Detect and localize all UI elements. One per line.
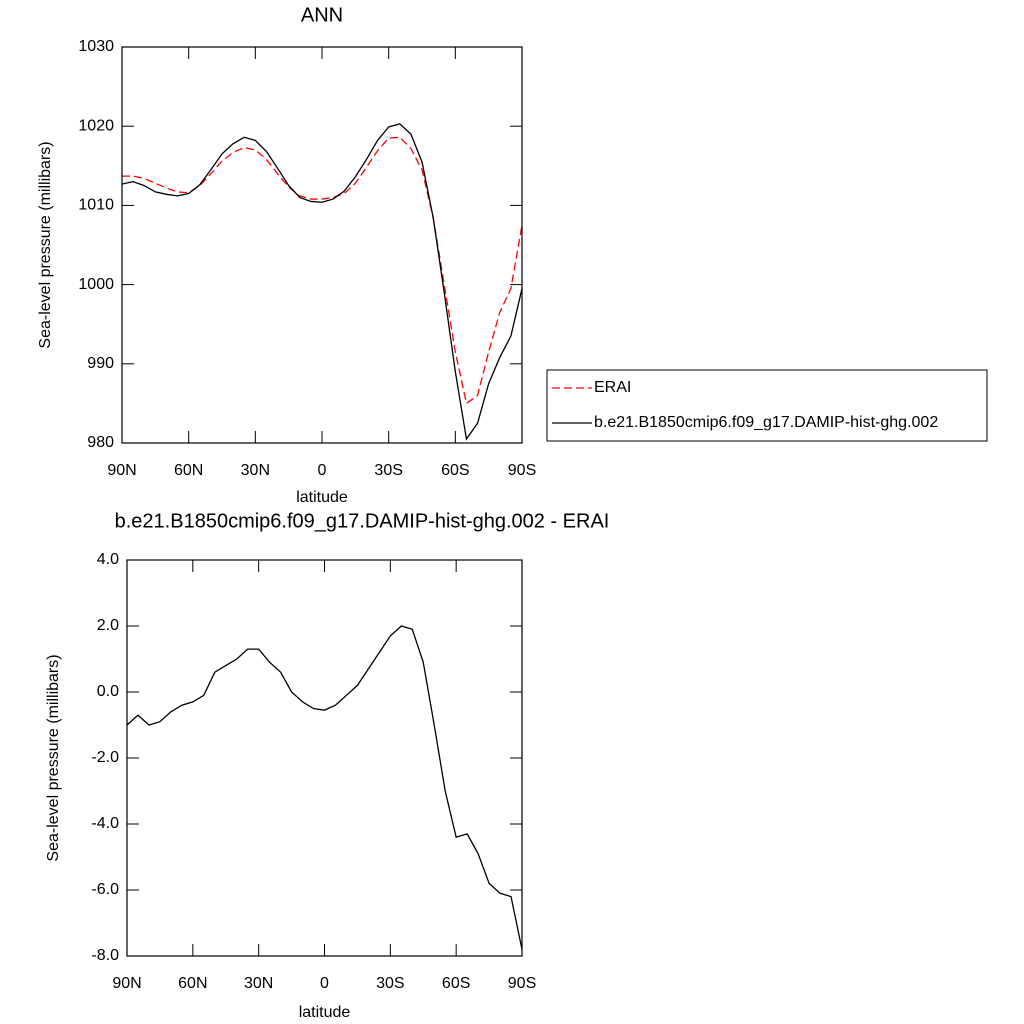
y-tick-label: 1020 bbox=[78, 117, 114, 134]
y-tick-label: 2.0 bbox=[97, 617, 119, 634]
y-tick-label: -6.0 bbox=[91, 881, 119, 898]
x-axis-label: latitude bbox=[296, 489, 348, 506]
data-line bbox=[122, 136, 523, 405]
y-tick-label: -4.0 bbox=[91, 815, 119, 832]
legend-label: b.e21.B1850cmip6.f09_g17.DAMIP-hist-ghg.… bbox=[594, 414, 938, 431]
chart-title: b.e21.B1850cmip6.f09_g17.DAMIP-hist-ghg.… bbox=[115, 510, 610, 532]
x-tick-label: 90N bbox=[107, 462, 136, 479]
x-tick-label: 90S bbox=[508, 975, 536, 992]
x-tick-label: 30S bbox=[374, 462, 402, 479]
y-axis-label: Sea-level pressure (millibars) bbox=[45, 654, 62, 861]
y-tick-label: 1010 bbox=[78, 197, 114, 214]
x-tick-label: 90N bbox=[112, 975, 141, 992]
y-tick-label: 980 bbox=[87, 434, 114, 451]
y-tick-label: 0.0 bbox=[97, 683, 119, 700]
data-line bbox=[121, 123, 523, 441]
x-tick-label: 30N bbox=[241, 462, 270, 479]
x-tick-label: 60N bbox=[178, 975, 207, 992]
x-tick-label: 30N bbox=[244, 975, 273, 992]
data-line bbox=[126, 625, 523, 950]
x-tick-label: 60S bbox=[441, 462, 469, 479]
x-tick-label: 30S bbox=[376, 975, 404, 992]
plot-frame bbox=[121, 46, 523, 444]
legend-box bbox=[546, 369, 988, 442]
x-tick-label: 0 bbox=[320, 975, 329, 992]
chart-title: ANN bbox=[301, 4, 343, 26]
x-axis-label: latitude bbox=[299, 1004, 351, 1021]
x-tick-label: 60N bbox=[174, 462, 203, 479]
y-tick-label: 1030 bbox=[78, 38, 114, 55]
y-tick-label: 4.0 bbox=[97, 551, 119, 568]
x-tick-label: 60S bbox=[442, 975, 470, 992]
y-tick-label: -2.0 bbox=[91, 749, 119, 766]
x-tick-label: 90S bbox=[508, 462, 536, 479]
y-axis-label: Sea-level pressure (millibars) bbox=[37, 141, 54, 348]
legend-label: ERAI bbox=[594, 379, 631, 396]
plot-frame bbox=[126, 559, 523, 957]
y-tick-label: 990 bbox=[87, 355, 114, 372]
y-tick-label: -8.0 bbox=[91, 947, 119, 964]
y-tick-label: 1000 bbox=[78, 276, 114, 293]
x-tick-label: 0 bbox=[318, 462, 327, 479]
